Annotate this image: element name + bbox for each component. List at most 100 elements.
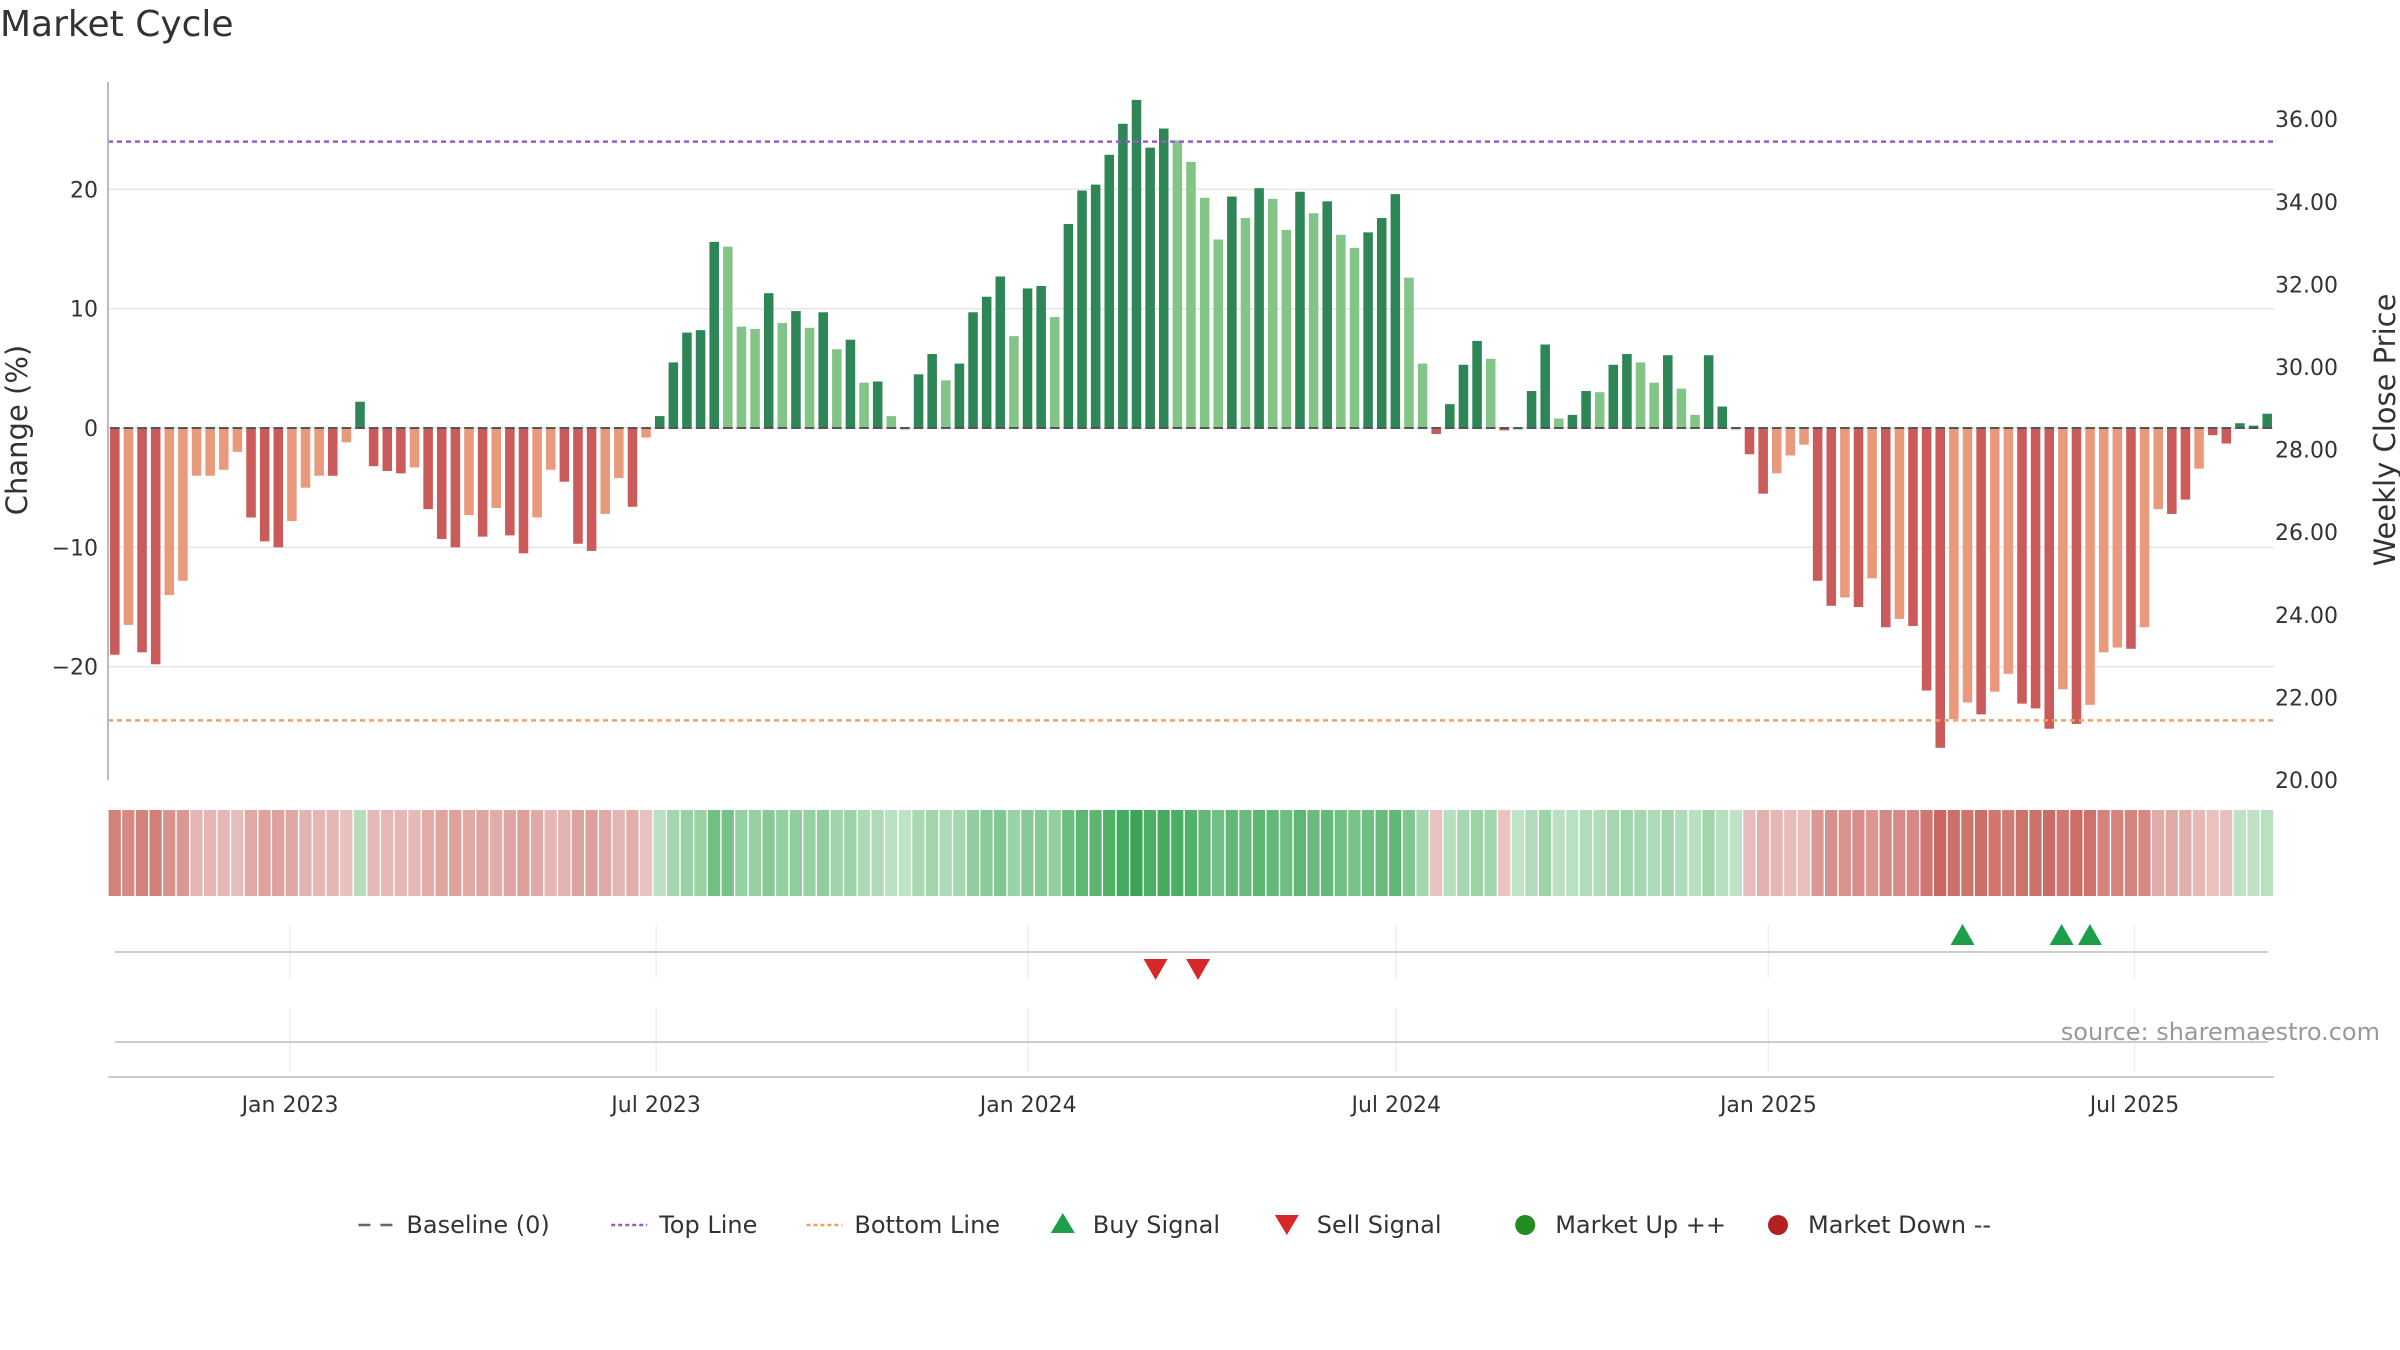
heat-cell [1089,810,1102,896]
change-bar [287,428,297,522]
heat-cell [1934,810,1947,896]
heat-cell [1961,810,1974,896]
change-bar [559,428,570,482]
heat-cell [476,810,489,896]
heat-cell [2124,810,2137,896]
heat-cell [2083,810,2097,896]
heat-cell [490,810,503,896]
heat-cell [1375,810,1388,896]
change-bar [545,428,556,470]
change-bar [205,428,215,476]
change-bar [1989,428,2000,692]
heat-cell [1280,810,1293,896]
heat-cell [1252,810,1266,896]
heat-cell [1048,810,1061,896]
heat-cell [190,810,203,896]
change-bar [246,428,256,518]
heat-cell [1593,810,1606,896]
change-bar [736,326,747,429]
change-bar [150,428,161,665]
legend-swatch [1274,1215,1299,1235]
change-bar [1308,213,1319,429]
change-bar [1540,344,1550,429]
change-bar [1336,234,1346,429]
cycle-heat-strip [108,810,2274,896]
change-bar [1526,391,1537,429]
heat-cell [571,810,584,896]
change-bar [1676,388,1687,429]
heat-cell [517,810,530,896]
change-bar [1554,418,1564,429]
heat-cell [122,810,135,896]
change-bar [2221,428,2232,444]
change-bar [2098,428,2109,653]
legend-item: Baseline (0) [358,1211,550,1239]
change-bar [1472,340,1482,429]
heat-cell [2015,810,2028,896]
heat-cell [1457,810,1470,896]
legend-item: Market Up ++ [1515,1211,1726,1239]
heat-cell [789,810,802,896]
heat-cell [108,810,121,896]
change-bar [1690,414,1700,429]
heat-cell [2260,810,2274,896]
change-bar [1567,414,1578,429]
heat-cell [599,810,612,896]
x-tick-label: Jan 2024 [978,1093,1077,1118]
heat-cell [1675,810,1688,896]
heat-cell [1865,810,1879,896]
y-axis-label: Change (%) [0,345,34,515]
heat-cell [857,810,871,896]
change-bar [682,332,692,429]
heat-cell [1729,810,1742,896]
x-tick-label: Jul 2024 [1350,1093,1442,1118]
change-bar [191,428,202,476]
change-bar [859,382,869,429]
x-tick-label: Jan 2023 [240,1093,339,1118]
heat-cell [694,810,707,896]
heat-cell [1184,810,1198,896]
heat-cell [776,810,789,896]
heat-cell [1103,810,1116,896]
heat-cell [735,810,748,896]
heat-cell [1620,810,1633,896]
heat-cell [939,810,952,896]
heat-cell [1429,810,1443,896]
change-bar [1485,358,1496,429]
heat-cell [217,810,230,896]
heat-cell [558,810,571,896]
heat-cell [1770,810,1783,896]
heat-cell [244,810,258,896]
heat-cell [231,810,244,896]
change-bar [1267,198,1278,429]
y2-tick-label: 24.00 [2275,604,2338,629]
change-bar [1404,277,1414,429]
change-bar [491,428,502,508]
heat-cell [885,810,898,896]
heat-cell [626,810,639,896]
change-bar [1213,239,1224,429]
y-tick-label: 0 [84,417,98,442]
heat-cell [394,810,407,896]
legend-item: Top Line [611,1211,757,1239]
heat-cell [1225,810,1238,896]
heat-cell [1293,810,1306,896]
change-bar [1090,184,1101,429]
heat-cell [1879,810,1892,896]
change-bar [1785,428,1796,456]
change-bar [845,339,856,429]
change-bar [2180,428,2191,500]
change-bar [654,416,665,429]
change-bar [2044,428,2054,729]
legend-label: Market Up ++ [1555,1211,1726,1239]
heat-cell [1007,810,1020,896]
heat-cell [544,810,557,896]
change-bar [2262,413,2272,429]
change-bar [1826,428,1837,606]
heat-cell [667,810,680,896]
buy-signal-marker [1950,924,1975,945]
heat-cell [381,810,394,896]
change-bar [178,428,188,581]
heat-cell [1198,810,1211,896]
